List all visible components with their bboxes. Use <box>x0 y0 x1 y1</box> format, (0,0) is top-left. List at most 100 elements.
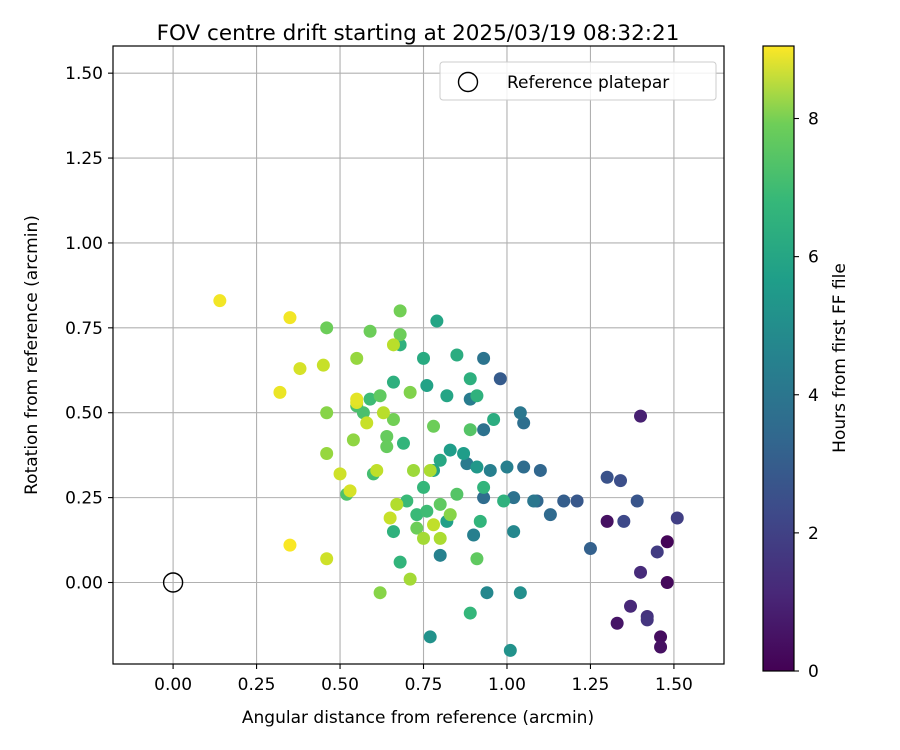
scatter-point <box>450 348 464 362</box>
scatter-point <box>507 491 521 505</box>
scatter-point <box>386 413 400 427</box>
scatter-point <box>316 358 330 372</box>
scatter-point <box>450 487 464 501</box>
scatter-point <box>463 606 477 620</box>
scatter-point <box>417 480 431 494</box>
scatter-point <box>283 538 297 552</box>
scatter-point <box>443 508 457 522</box>
scatter-point <box>293 362 307 376</box>
scatter-point <box>283 311 297 325</box>
scatter-point <box>480 586 494 600</box>
colorbar-tick-label: 4 <box>808 386 819 406</box>
scatter-point <box>320 406 334 420</box>
scatter-point <box>400 494 414 508</box>
scatter-point <box>396 436 410 450</box>
x-tick-label: 0.75 <box>405 675 443 695</box>
scatter-point <box>363 324 377 338</box>
x-tick-label: 0.00 <box>154 675 192 695</box>
scatter-point <box>630 494 644 508</box>
y-tick-label: 1.25 <box>65 149 103 169</box>
scatter-point <box>570 494 584 508</box>
scatter-point <box>473 514 487 528</box>
scatter-point <box>370 463 384 477</box>
scatter-point <box>343 484 357 498</box>
scatter-point <box>613 474 627 488</box>
scatter-point <box>380 429 394 443</box>
scatter-point <box>383 511 397 525</box>
y-axis-label: Rotation from reference (arcmin) <box>22 215 42 495</box>
colorbar-ticks: 0 2 4 6 8 <box>794 110 819 682</box>
scatter-point <box>557 494 571 508</box>
scatter-point <box>363 392 377 406</box>
scatter-point <box>386 338 400 352</box>
x-tick-label: 0.25 <box>238 675 276 695</box>
scatter-point <box>533 463 547 477</box>
scatter-point <box>320 321 334 335</box>
scatter-point <box>427 419 441 433</box>
colorbar-tick-label: 8 <box>808 110 819 130</box>
scatter-point <box>433 497 447 511</box>
legend-entry-label: Reference platepar <box>507 73 669 93</box>
scatter-point <box>617 514 631 528</box>
scatter-point <box>470 460 484 474</box>
scatter-point <box>406 463 420 477</box>
scatter-point <box>427 518 441 532</box>
data-points <box>213 294 684 657</box>
scatter-point <box>470 552 484 566</box>
legend: Reference platepar <box>439 61 717 101</box>
scatter-point <box>463 372 477 386</box>
scatter-point <box>487 413 501 427</box>
y-tick-label: 0.25 <box>65 489 103 509</box>
scatter-point <box>477 351 491 365</box>
x-tick-label: 1.00 <box>488 675 526 695</box>
scatter-point <box>600 470 614 484</box>
scatter-point <box>513 586 527 600</box>
scatter-point <box>497 494 511 508</box>
scatter-point <box>624 599 638 613</box>
plot-frame <box>112 45 725 665</box>
scatter-point <box>583 542 597 556</box>
scatter-point <box>390 497 404 511</box>
scatter-point <box>423 630 437 644</box>
x-tick-label: 0.50 <box>321 675 359 695</box>
legend-reference-marker <box>457 71 479 93</box>
scatter-point <box>376 406 390 420</box>
scatter-point <box>423 463 437 477</box>
scatter-point <box>346 433 360 447</box>
colorbar-label: Hours from first FF file <box>830 263 850 453</box>
scatter-point <box>393 328 407 342</box>
scatter-point <box>457 446 471 460</box>
scatter-point <box>433 531 447 545</box>
y-axis-ticks: 0.00 0.25 0.50 0.75 1.00 1.25 1.50 <box>65 64 113 594</box>
scatter-point <box>467 528 481 542</box>
scatter-point <box>410 508 424 522</box>
reference-platepar-marker <box>162 572 184 593</box>
scatter-point <box>470 389 484 403</box>
scatter-point <box>503 643 517 657</box>
scatter-point <box>417 351 431 365</box>
reference-layer <box>162 572 184 593</box>
scatter-point <box>386 525 400 539</box>
scatter-point <box>477 480 491 494</box>
colorbar <box>762 45 795 672</box>
scatter-point <box>433 548 447 562</box>
y-tick-label: 1.50 <box>65 64 103 84</box>
scatter-point <box>654 640 668 654</box>
scatter-point <box>634 565 648 579</box>
scatter-point <box>500 460 514 474</box>
scatter-point <box>513 406 527 420</box>
legend-box <box>439 61 717 101</box>
scatter-point <box>443 443 457 457</box>
scatter-point <box>403 385 417 399</box>
scatter-point <box>360 416 374 430</box>
scatter-point <box>527 494 541 508</box>
scatter-point <box>660 535 674 549</box>
x-tick-label: 1.50 <box>655 675 693 695</box>
scatter-point <box>640 613 654 627</box>
scatter-point <box>493 372 507 386</box>
scatter-point <box>460 457 474 471</box>
scatter-point <box>517 416 531 430</box>
scatter-point <box>600 514 614 528</box>
scatter-point <box>417 531 431 545</box>
